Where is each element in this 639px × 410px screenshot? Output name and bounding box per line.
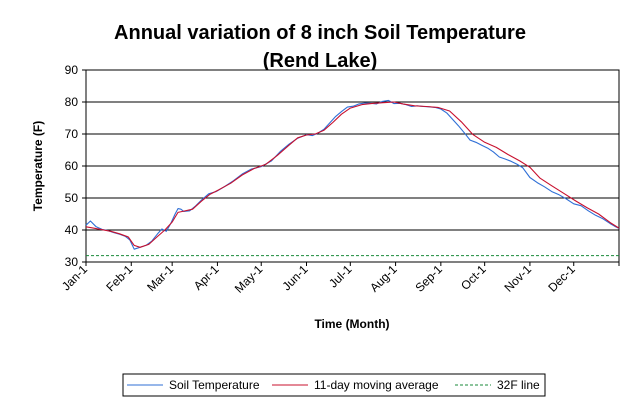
chart-subtitle: (Rend Lake) <box>263 50 377 72</box>
x-tick-label: Oct-1 <box>458 262 489 293</box>
series-line-2 <box>85 101 620 248</box>
y-tick-label: 40 <box>65 223 79 237</box>
y-tick-label: 70 <box>65 127 79 141</box>
x-tick-label: Sep-1 <box>412 262 445 295</box>
x-tick-label: May-1 <box>232 262 266 296</box>
gridlines <box>86 101 619 231</box>
y-tick-label: 80 <box>65 95 79 109</box>
legend-box <box>122 373 546 397</box>
y-tick-label: 50 <box>65 191 79 205</box>
chart-title: Annual variation of 8 inch Soil Temperat… <box>114 22 526 44</box>
x-tick-label: Mar-1 <box>144 262 176 294</box>
x-axis-title: Time (Month) <box>314 317 389 331</box>
x-axis-ticks: Jan-1 Feb-1 Mar-1 Apr-1 May-1 Jun-1 Jul-1 Aug-1… <box>59 262 620 296</box>
legend-label: 11-day moving average <box>314 378 439 392</box>
x-tick-label: Apr-1 <box>191 262 222 293</box>
x-tick-label: Nov-1 <box>502 262 535 295</box>
x-tick-label: Dec-1 <box>545 262 578 295</box>
y-axis-ticks: 30 40 50 60 70 80 90 <box>65 63 86 269</box>
y-tick-label: 90 <box>65 63 79 77</box>
x-tick-label: Feb-1 <box>103 262 135 294</box>
series-lines <box>85 99 620 257</box>
x-tick-label: Jul-1 <box>326 262 355 291</box>
y-tick-label: 30 <box>65 255 79 269</box>
legend-label: 32F line <box>497 378 540 392</box>
x-tick-label: Aug-1 <box>367 262 400 295</box>
y-axis-title: Temperature (F) <box>31 121 45 211</box>
x-tick-label: Jun-1 <box>279 262 310 293</box>
y-tick-label: 60 <box>65 159 79 173</box>
legend-label: Soil Temperature <box>169 378 260 392</box>
legend: Soil Temperature 11-day moving average 32F… <box>122 373 546 397</box>
